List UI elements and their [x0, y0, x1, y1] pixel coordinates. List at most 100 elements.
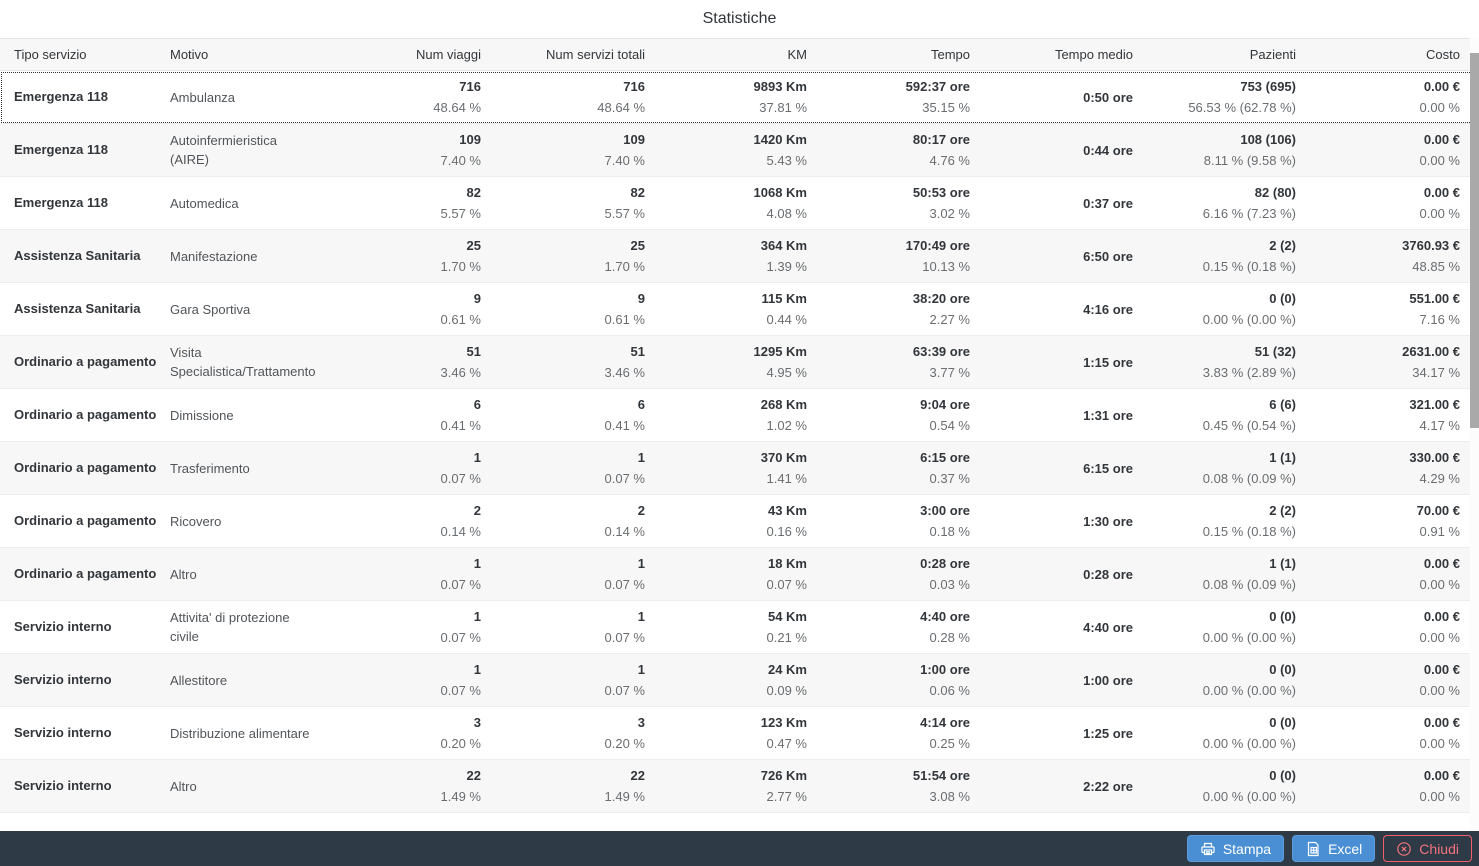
tempo-value: 0:28 ore — [920, 556, 970, 571]
table-row[interactable]: Ordinario a pagamento Altro 1 0.07 % 1 0… — [0, 547, 1479, 601]
num-viaggi-value: 51 — [466, 344, 481, 359]
num-viaggi-cell: 22 1.49 % — [320, 760, 481, 813]
num-servizi-totali-percent: 0.07 % — [604, 630, 645, 645]
num-servizi-totali-percent: 0.07 % — [604, 683, 645, 698]
costo-percent: 0.00 % — [1419, 683, 1460, 698]
costo-value: 3760.93 € — [1402, 238, 1460, 253]
table-row[interactable]: Emergenza 118 Autoinfermieristica (AIRE)… — [0, 123, 1479, 177]
km-cell: 18 Km 0.07 % — [645, 548, 807, 601]
table-row[interactable]: Assistenza Sanitaria Gara Sportiva 9 0.6… — [0, 282, 1479, 336]
pazienti-cell: 2 (2) 0.15 % (0.18 %) — [1133, 495, 1296, 548]
motivo-label: Gara Sportiva — [170, 301, 251, 317]
table-row[interactable]: Ordinario a pagamento Visita Specialisti… — [0, 335, 1479, 389]
km-cell: 1068 Km 4.08 % — [645, 177, 807, 230]
table-row[interactable]: Servizio interno Distribuzione alimentar… — [0, 706, 1479, 760]
tempo-medio-cell: 0:28 ore — [970, 548, 1133, 601]
motivo-label: Automedica — [170, 195, 239, 211]
costo-cell: 0.00 € 0.00 % — [1296, 71, 1479, 124]
costo-value: 0.00 € — [1423, 185, 1460, 200]
costo-percent: 0.00 % — [1419, 206, 1460, 221]
tempo-medio-value: 0:50 ore — [1083, 89, 1133, 105]
vertical-scrollbar[interactable] — [1470, 38, 1479, 831]
pazienti-value: 2 (2) — [1269, 503, 1296, 518]
num-viaggi-percent: 7.40 % — [440, 153, 481, 168]
table-row[interactable]: Ordinario a pagamento Ricovero 2 0.14 % … — [0, 494, 1479, 548]
motivo-label: Autoinfermieristica (AIRE) — [170, 133, 277, 167]
costo-cell: 0.00 € 0.00 % — [1296, 177, 1479, 230]
tempo-medio-cell: 6:15 ore — [970, 442, 1133, 495]
motivo-cell: Automedica — [170, 177, 320, 230]
costo-cell: 321.00 € 4.17 % — [1296, 389, 1479, 442]
costo-cell: 0.00 € 0.00 % — [1296, 124, 1479, 177]
km-value: 1420 Km — [753, 132, 807, 147]
num-viaggi-value: 82 — [466, 185, 481, 200]
tempo-medio-value: 0:44 ore — [1083, 142, 1133, 158]
num-servizi-totali-value: 22 — [630, 768, 645, 783]
km-percent: 0.07 % — [766, 577, 807, 592]
km-percent: 0.16 % — [766, 524, 807, 539]
km-cell: 123 Km 0.47 % — [645, 707, 807, 760]
pazienti-cell: 0 (0) 0.00 % (0.00 %) — [1133, 654, 1296, 707]
pazienti-cell: 6 (6) 0.45 % (0.54 %) — [1133, 389, 1296, 442]
num-servizi-totali-cell: 1 0.07 % — [481, 601, 645, 654]
tempo-percent: 0.54 % — [929, 418, 970, 433]
motivo-label: Manifestazione — [170, 248, 258, 264]
pazienti-value: 6 (6) — [1269, 397, 1296, 412]
num-servizi-totali-percent: 1.70 % — [604, 259, 645, 274]
tempo-percent: 3.08 % — [929, 789, 970, 804]
statistics-table: Tipo servizio Motivo Num viaggi Num serv… — [0, 38, 1479, 813]
num-servizi-totali-cell: 1 0.07 % — [481, 654, 645, 707]
costo-percent: 0.00 % — [1419, 736, 1460, 751]
table-row[interactable]: Servizio interno Allestitore 1 0.07 % 1 … — [0, 653, 1479, 707]
tempo-medio-cell: 1:00 ore — [970, 654, 1133, 707]
table-row[interactable]: Emergenza 118 Ambulanza 716 48.64 % 716 … — [0, 70, 1479, 124]
num-viaggi-cell: 1 0.07 % — [320, 654, 481, 707]
tempo-medio-cell: 4:16 ore — [970, 283, 1133, 336]
km-percent: 0.44 % — [766, 312, 807, 327]
tempo-percent: 0.28 % — [929, 630, 970, 645]
num-viaggi-value: 1 — [473, 662, 481, 677]
table-row[interactable]: Ordinario a pagamento Trasferimento 1 0.… — [0, 441, 1479, 495]
table-row[interactable]: Ordinario a pagamento Dimissione 6 0.41 … — [0, 388, 1479, 442]
km-cell: 364 Km 1.39 % — [645, 230, 807, 283]
tempo-medio-value: 1:00 ore — [1083, 672, 1133, 688]
pazienti-percent: 3.83 % (2.89 %) — [1202, 365, 1296, 380]
tempo-percent: 0.37 % — [929, 471, 970, 486]
tempo-percent: 4.76 % — [929, 153, 970, 168]
tempo-medio-value: 4:40 ore — [1083, 619, 1133, 635]
pazienti-cell: 0 (0) 0.00 % (0.00 %) — [1133, 760, 1296, 813]
pazienti-percent: 0.00 % (0.00 %) — [1202, 736, 1296, 751]
scrollbar-thumb[interactable] — [1470, 53, 1479, 428]
tipo-servizio-cell: Emergenza 118 — [0, 177, 170, 230]
tempo-medio-value: 0:28 ore — [1083, 566, 1133, 582]
tempo-value: 4:40 ore — [920, 609, 970, 624]
pazienti-value: 0 (0) — [1269, 291, 1296, 306]
num-servizi-totali-cell: 1 0.07 % — [481, 442, 645, 495]
stampa-button[interactable]: Stampa — [1186, 835, 1285, 862]
motivo-label: Dimissione — [170, 407, 234, 423]
num-viaggi-percent: 0.07 % — [440, 630, 481, 645]
km-cell: 1420 Km 5.43 % — [645, 124, 807, 177]
num-servizi-totali-percent: 5.57 % — [604, 206, 645, 221]
tipo-servizio-cell: Servizio interno — [0, 707, 170, 760]
table-row[interactable]: Servizio interno Attivita' di protezione… — [0, 600, 1479, 654]
km-percent: 37.81 % — [759, 100, 807, 115]
tempo-medio-cell: 4:40 ore — [970, 601, 1133, 654]
tempo-medio-value: 1:30 ore — [1083, 513, 1133, 529]
tempo-medio-cell: 1:25 ore — [970, 707, 1133, 760]
num-viaggi-percent: 0.61 % — [440, 312, 481, 327]
num-servizi-totali-value: 2 — [637, 503, 645, 518]
table-row[interactable]: Emergenza 118 Automedica 82 5.57 % 82 5.… — [0, 176, 1479, 230]
pazienti-value: 82 (80) — [1254, 185, 1296, 200]
km-percent: 0.09 % — [766, 683, 807, 698]
excel-button[interactable]: Excel — [1292, 835, 1376, 862]
pazienti-percent: 0.00 % (0.00 %) — [1202, 312, 1296, 327]
chiudi-button[interactable]: Chiudi — [1383, 835, 1472, 862]
tipo-servizio-label: Emergenza 118 — [14, 195, 108, 210]
km-percent: 1.41 % — [766, 471, 807, 486]
costo-cell: 2631.00 € 34.17 % — [1296, 336, 1479, 389]
tempo-value: 51:54 ore — [912, 768, 970, 783]
table-row[interactable]: Servizio interno Altro 22 1.49 % 22 1.49… — [0, 759, 1479, 813]
table-row[interactable]: Assistenza Sanitaria Manifestazione 25 1… — [0, 229, 1479, 283]
pazienti-percent: 8.11 % (9.58 %) — [1203, 153, 1296, 168]
